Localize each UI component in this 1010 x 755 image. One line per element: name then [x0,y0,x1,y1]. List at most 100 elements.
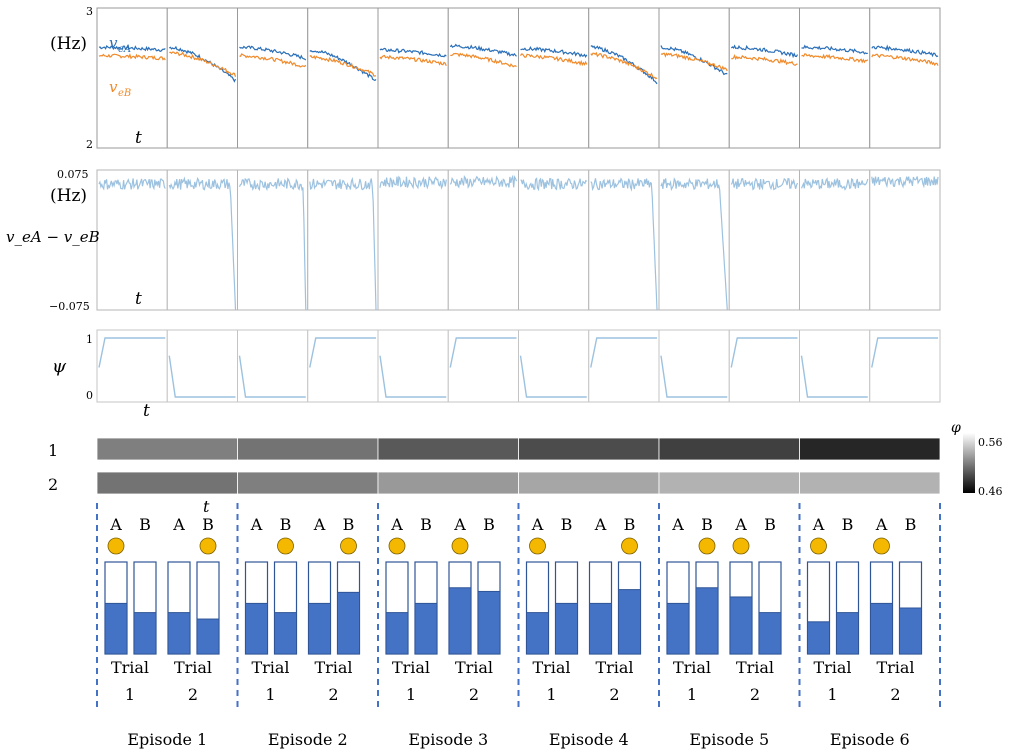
colorbar-max-label: 0.56 [978,436,1003,449]
trial-col-label-A: A [812,515,825,534]
episode-label-2: Episode 2 [268,730,348,749]
freq-series-B-panel-6 [450,52,517,68]
freq-series-A-panel-4 [309,49,377,82]
bar-fill-A-trial-7 [526,612,549,655]
diff-ytick-top: 0.075 [57,168,89,181]
psi-panel-frame-3 [237,329,309,403]
psi-series-panel-3 [238,355,306,398]
episode-label-6: Episode 6 [830,730,910,749]
diff-x-label: t [135,289,142,309]
frequency-panels [96,7,941,149]
trial-col-label-B: B [764,515,776,534]
heat-cell-row2-ep3 [377,471,519,495]
heat-cell-row1-ep3 [377,437,519,461]
freq-series-B-panel-4 [309,54,377,77]
freq-series-A-panel-11 [801,44,868,55]
choice-marker-trial-11 [810,537,827,555]
trial-col-label-B: B [343,515,355,534]
freq-series-A-panel-7 [520,45,588,59]
heat-cell-row2-ep1 [96,471,238,495]
choice-marker-trial-10 [732,537,750,555]
diff-panel-frame-4 [307,169,379,311]
psi-y-label: ψ [52,356,67,377]
trial-number-label: 2 [890,685,900,704]
freq-series-A-panel-10 [730,44,799,59]
bar-fill-A-trial-4 [308,602,331,655]
freq-panel-frame-5 [377,7,449,149]
diff-series-panel-9 [660,177,728,311]
heat-cell-row1-ep2 [237,437,379,461]
trial-number-label: 2 [188,685,198,704]
psi-series-panel-8 [590,337,657,368]
freq-series-A-panel-12 [871,44,939,58]
psi-series-panel-5 [379,355,447,398]
trial-col-label-A: A [453,515,466,534]
psi-panels [96,329,941,403]
diff-series-panel-7 [520,177,588,192]
trial-number-label: 2 [609,685,619,704]
trial-col-label-A: A [172,515,185,534]
diff-series-panel-8 [590,177,658,311]
diff-panel-frame-1 [96,169,168,311]
trial-col-label-A: A [671,515,684,534]
diff-panel-frame-5 [377,169,449,311]
trial-col-label-A: A [531,515,544,534]
trial-number-label: 1 [827,685,837,704]
bar-fill-B-trial-10 [758,612,782,655]
freq-series-B-panel-1 [98,53,166,61]
bar-fill-A-trial-1 [104,602,128,655]
trial-col-label-B: B [842,515,854,534]
freq-x-label: t [135,128,142,148]
bar-fill-A-trial-10 [729,596,753,655]
freq-panel-frame-11 [799,7,871,149]
psi-panel-frame-7 [518,329,590,403]
psi-series-panel-6 [449,337,517,368]
psi-panel-frame-1 [96,329,168,403]
freq-series-B-panel-12 [871,53,939,67]
freq-panel-frame-12 [869,7,941,149]
choice-marker-trial-4 [340,537,357,555]
diff-panel-frame-8 [588,169,660,311]
bar-fill-A-trial-8 [589,602,612,655]
psi-panel-frame-11 [799,329,871,403]
trial-number-label: 1 [546,685,556,704]
bar-fill-B-trial-3 [274,612,297,655]
bar-fill-A-trial-6 [448,587,472,655]
diff-series-panel-2 [168,176,237,311]
trial-word-label: Trial [455,658,493,677]
psi-series-panel-4 [309,337,376,368]
freq-series-B-panel-8 [590,51,658,80]
freq-panel-frame-4 [307,7,379,149]
choice-marker-trial-2 [199,537,217,555]
trial-col-label-A: A [250,515,263,534]
episode-label-4: Episode 4 [549,730,629,749]
trial-word-label: Trial [673,658,711,677]
psi-series-panel-12 [871,337,938,368]
bar-fill-B-trial-2 [196,618,220,655]
legend-vea-main: v [109,34,118,52]
diff-series-panel-11 [800,177,869,191]
trial-word-label: Trial [314,658,352,677]
legend-veb-main: v [109,78,118,96]
freq-ytick-bottom: 2 [86,138,93,151]
psi-panel-frame-12 [869,329,941,403]
legend-veb: v eB [109,78,131,99]
bar-fill-A-trial-2 [167,612,191,655]
psi-series-panel-2 [168,355,236,398]
bar-fill-B-trial-9 [695,587,719,655]
bar-fill-A-trial-3 [245,602,268,655]
freq-panel-frame-9 [658,7,730,149]
diff-panel-frame-10 [728,169,800,311]
freq-ytick-top: 3 [86,5,93,18]
freq-series-A-panel-3 [239,45,307,61]
trial-col-label-B: B [561,515,573,534]
freq-unit-label: (Hz) [50,34,87,54]
freq-series-B-panel-2 [169,51,237,77]
heat-cell-row1-ep4 [518,437,660,461]
psi-panel-frame-2 [166,329,238,403]
trial-number-label: 1 [406,685,416,704]
diff-series-panel-3 [238,177,307,311]
legend-vea: v eA [109,34,131,55]
psi-panel-frame-4 [307,329,379,403]
